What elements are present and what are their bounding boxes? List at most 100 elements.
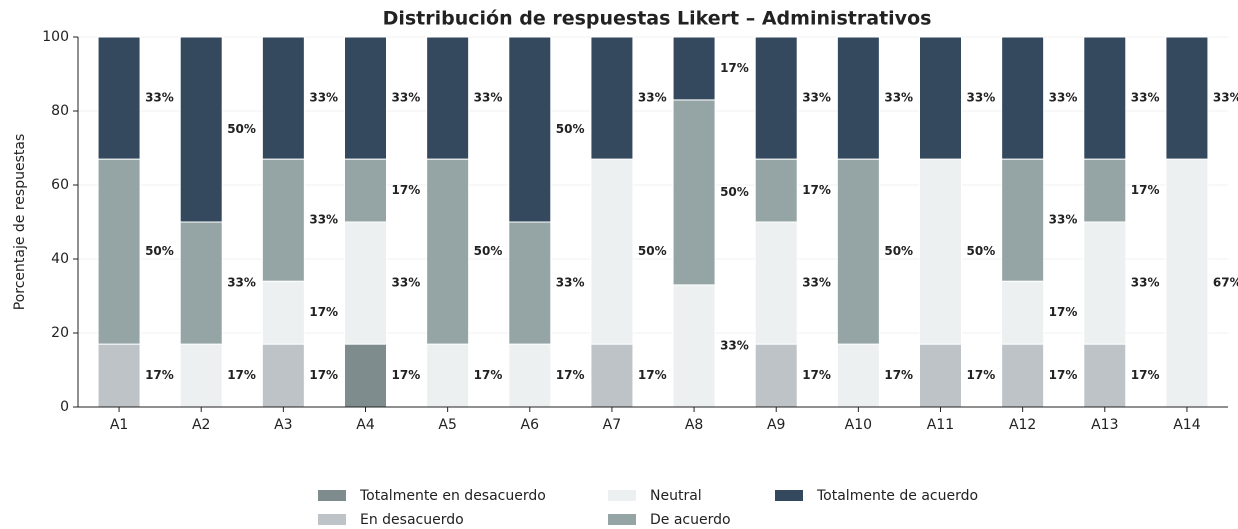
value-label: 33%	[392, 91, 421, 105]
bar-segment	[754, 343, 798, 408]
legend-label: Totalmente en desacuerdo	[359, 488, 546, 504]
value-label: 50%	[884, 244, 913, 258]
bar-segment	[754, 221, 798, 345]
bar-segment	[1083, 36, 1127, 160]
value-label: 33%	[474, 91, 503, 105]
value-label: 33%	[1131, 91, 1160, 105]
value-label: 50%	[227, 122, 256, 136]
value-label: 17%	[309, 305, 338, 319]
value-label: 50%	[145, 244, 174, 258]
bar-segment	[754, 158, 798, 223]
bar-segment	[1165, 36, 1209, 160]
x-tick-label: A6	[521, 417, 540, 433]
bar-segment	[672, 99, 716, 286]
legend-swatch	[318, 514, 346, 525]
bar-segment	[1001, 280, 1045, 345]
y-tick-label: 60	[51, 177, 69, 193]
bar-segment	[261, 158, 305, 282]
x-tick-label: A11	[927, 417, 954, 433]
bar-segment	[919, 343, 962, 408]
bar-segment	[508, 343, 552, 408]
bar-segment	[919, 36, 962, 160]
bar-segment	[672, 284, 716, 408]
bar-segment	[179, 221, 223, 345]
bar-segment	[590, 158, 634, 345]
bar-segment	[1083, 343, 1127, 408]
value-label: 50%	[638, 244, 667, 258]
x-tick-label: A1	[110, 417, 128, 433]
x-tick-label: A5	[438, 417, 456, 433]
bar-segment	[344, 158, 387, 223]
value-label: 33%	[720, 338, 749, 352]
bar-segment	[1083, 158, 1127, 223]
value-label: 33%	[638, 91, 667, 105]
bar-segment	[508, 221, 552, 345]
bar-segment	[344, 36, 387, 160]
value-label: 67%	[1213, 276, 1238, 290]
bar-segment	[590, 343, 634, 408]
x-tick-label: A7	[603, 417, 621, 433]
legend-swatch	[775, 490, 803, 501]
x-tick-label: A4	[356, 417, 375, 433]
x-tick-label: A13	[1091, 417, 1118, 433]
x-tick-label: A8	[685, 417, 703, 433]
x-tick-label: A9	[767, 417, 785, 433]
bar-segment	[344, 221, 387, 345]
x-tick-label: A10	[845, 417, 872, 433]
bar-segment	[919, 158, 962, 345]
bar-segment	[426, 158, 470, 345]
y-tick-label: 0	[60, 399, 69, 415]
value-label: 33%	[309, 213, 338, 227]
value-label: 33%	[1213, 91, 1238, 105]
bar-segment	[754, 36, 798, 160]
value-label: 17%	[392, 183, 421, 197]
value-label: 33%	[884, 91, 913, 105]
y-tick-label: 20	[51, 325, 69, 341]
value-label: 17%	[884, 368, 913, 382]
legend-label: En desacuerdo	[360, 512, 464, 528]
value-label: 17%	[720, 61, 749, 75]
bar-segment	[836, 36, 880, 160]
value-label: 17%	[802, 368, 831, 382]
legend-swatch	[318, 490, 346, 501]
value-label: 33%	[145, 91, 174, 105]
bar-segment	[508, 36, 552, 223]
bar-segment	[426, 343, 470, 408]
value-label: 33%	[309, 91, 338, 105]
bar-segment	[1001, 343, 1045, 408]
value-label: 17%	[309, 368, 338, 382]
value-label: 33%	[556, 276, 585, 290]
value-label: 33%	[1049, 91, 1078, 105]
bar-segment	[261, 280, 305, 345]
value-label: 33%	[227, 276, 256, 290]
value-label: 17%	[1049, 305, 1078, 319]
x-tick-label: A3	[274, 417, 292, 433]
value-label: 17%	[556, 368, 585, 382]
value-label: 50%	[474, 244, 503, 258]
bar-segment	[179, 343, 223, 408]
value-label: 17%	[145, 368, 174, 382]
y-tick-label: 40	[51, 251, 69, 267]
value-label: 33%	[802, 276, 831, 290]
value-label: 33%	[967, 91, 996, 105]
bar-segment	[1001, 158, 1045, 282]
value-label: 17%	[392, 368, 421, 382]
value-label: 17%	[638, 368, 667, 382]
legend-label: Totalmente de acuerdo	[816, 488, 978, 504]
value-label: 33%	[392, 276, 421, 290]
value-label: 50%	[720, 185, 749, 199]
legend-label: Neutral	[650, 488, 702, 504]
value-label: 17%	[227, 368, 256, 382]
value-label: 17%	[802, 183, 831, 197]
bar-segment	[97, 36, 141, 160]
bar-segment	[836, 158, 880, 345]
value-label: 17%	[1131, 368, 1160, 382]
value-label: 17%	[474, 368, 503, 382]
bar-segment	[1083, 221, 1127, 345]
bar-segment	[261, 343, 305, 408]
legend-swatch	[608, 514, 636, 525]
bar-segment	[97, 158, 141, 345]
chart-title: Distribución de respuestas Likert – Admi…	[383, 8, 932, 30]
value-label: 17%	[1131, 183, 1160, 197]
